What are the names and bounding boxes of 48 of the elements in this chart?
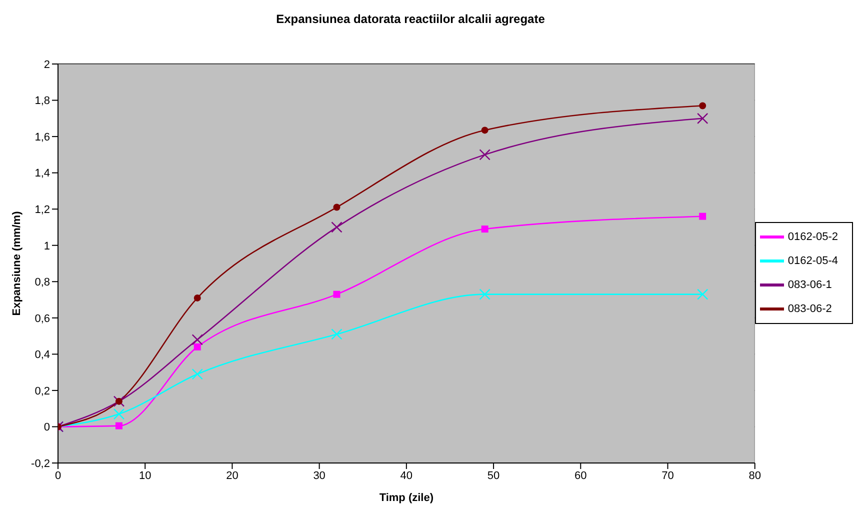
point — [333, 290, 340, 298]
point — [331, 328, 342, 340]
point — [699, 102, 706, 110]
y-axis-title: Expansiune (mm/m) — [10, 210, 23, 316]
x-tick-label: 30 — [313, 470, 326, 482]
point — [194, 343, 201, 350]
point — [696, 288, 708, 300]
legend-label: 0162-05-2 — [788, 230, 838, 242]
point — [699, 212, 706, 220]
x-tick-label: 0 — [54, 470, 62, 482]
x-tick-label: 40 — [400, 470, 413, 482]
y-tick-label: 0 — [44, 422, 50, 434]
point — [194, 294, 201, 302]
point — [481, 226, 488, 233]
point — [115, 398, 122, 405]
x-tick-label: 70 — [662, 470, 674, 482]
y-tick-label: 1,6 — [34, 131, 50, 144]
y-tick-label: 2 — [44, 58, 50, 71]
y-tick-label: 0,6 — [34, 312, 50, 325]
y-tick-label: -0,2 — [31, 458, 50, 470]
x-axis-title: Timp (zile) — [379, 492, 434, 504]
point — [192, 334, 203, 346]
legend-label: 083-06-2 — [788, 302, 832, 314]
point — [331, 222, 342, 233]
x-tick-label: 20 — [226, 470, 238, 482]
x-tick-label: 60 — [574, 470, 587, 482]
point — [192, 368, 203, 380]
point — [481, 126, 488, 134]
point — [479, 288, 490, 300]
y-tick-label: 1,2 — [34, 204, 50, 216]
legend-label: 083-06-1 — [788, 278, 832, 290]
legend-label: 0162-05-4 — [788, 254, 838, 266]
y-tick-label: 1,8 — [34, 95, 50, 108]
point — [113, 408, 125, 420]
chart-title: Expansiunea datorata reactiilor alcalii agregate — [275, 11, 546, 28]
point — [333, 204, 340, 211]
y-tick-label: 0,2 — [34, 385, 50, 398]
point — [479, 149, 490, 160]
y-tick-label: 1,4 — [34, 168, 50, 180]
x-tick-label: 10 — [138, 470, 152, 482]
point — [115, 422, 122, 430]
y-tick-label: 0,8 — [34, 276, 50, 289]
y-tick-label: 1 — [44, 240, 50, 252]
point — [696, 112, 708, 124]
x-tick-label: 50 — [487, 470, 500, 482]
point — [113, 396, 125, 407]
y-tick-label: 0,4 — [34, 349, 50, 362]
x-tick-label: 80 — [748, 470, 761, 482]
